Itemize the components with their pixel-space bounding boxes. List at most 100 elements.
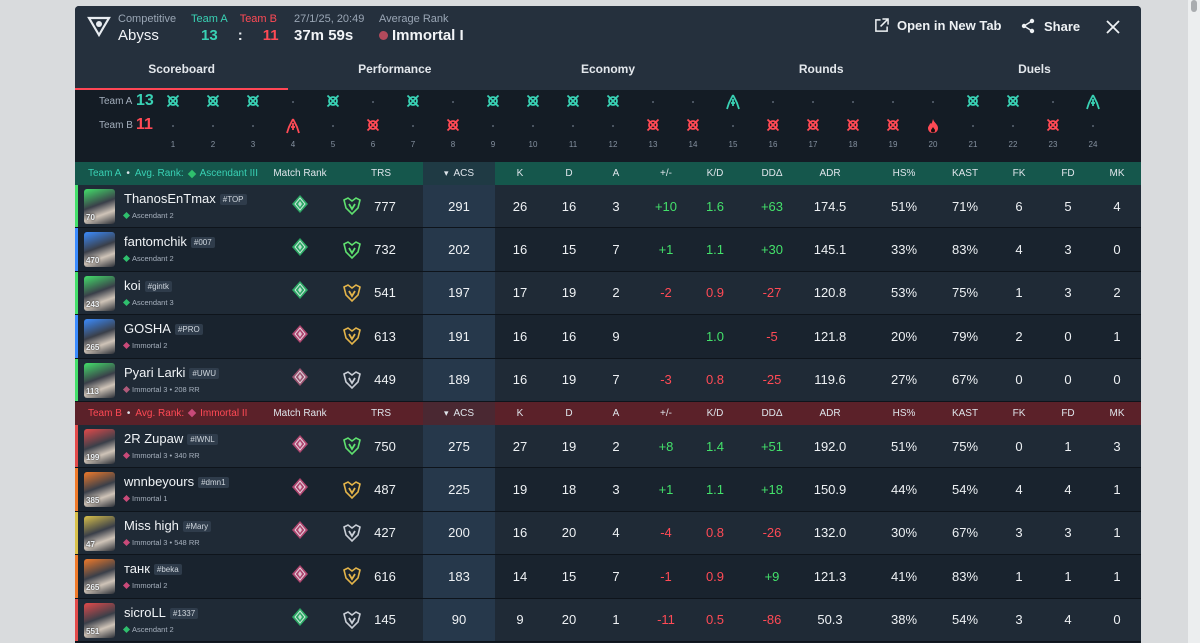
column-header-trs[interactable]: TRS xyxy=(341,402,421,425)
column-header-kd[interactable]: K/D xyxy=(675,402,755,425)
player-row[interactable]: 551 sicroLL #1337 Ascendant 2 145 90 9 20 1 -11 0.… xyxy=(75,598,1141,642)
round-3-result-elim-icon[interactable] xyxy=(243,94,263,113)
round-4-result-defuse-icon[interactable] xyxy=(283,118,303,139)
close-icon[interactable] xyxy=(1106,20,1120,34)
column-header-acs[interactable]: ▾ ACS xyxy=(419,162,499,185)
player-row[interactable]: 265 танк #beka Immortal 2 616 183 14 15 7 -1 0.9 +9… xyxy=(75,555,1141,599)
column-header-d[interactable]: D xyxy=(529,162,609,185)
share-button[interactable]: Share xyxy=(1020,18,1080,34)
round-2-result-elim-icon[interactable] xyxy=(203,94,223,113)
column-header-fd[interactable]: FD xyxy=(1028,162,1108,185)
agent-avatar[interactable] xyxy=(84,515,115,551)
column-header-d[interactable]: D xyxy=(529,402,609,425)
round-23-result-elim-icon[interactable] xyxy=(1043,118,1063,137)
player-name[interactable]: Miss high #Mary xyxy=(124,518,212,533)
page-scrollbar[interactable] xyxy=(1188,0,1200,643)
open-new-tab-button[interactable]: Open in New Tab xyxy=(874,18,1002,33)
column-header-a[interactable]: A xyxy=(576,162,656,185)
round-19-result-elim-icon[interactable] xyxy=(883,118,903,137)
round-7-result-elim-icon[interactable] xyxy=(403,94,423,113)
player-name[interactable]: 2R Zupaw #IWNL xyxy=(124,431,218,446)
round-21-result-elim-icon[interactable] xyxy=(963,94,983,113)
column-header-kast[interactable]: KAST xyxy=(925,162,1005,185)
tab-economy[interactable]: Economy xyxy=(581,62,636,76)
tab-duels[interactable]: Duels xyxy=(1018,62,1051,76)
column-header-fk[interactable]: FK xyxy=(979,402,1059,425)
column-header-adr[interactable]: ADR xyxy=(790,402,870,425)
round-18-result-elim-icon[interactable] xyxy=(843,118,863,137)
round-17-result-elim-icon[interactable] xyxy=(803,118,823,137)
player-name[interactable]: Pyari Larki #UWU xyxy=(124,365,219,380)
column-header-pm[interactable]: +/- xyxy=(626,162,706,185)
agent-avatar[interactable] xyxy=(84,319,115,355)
agent-avatar[interactable] xyxy=(84,472,115,508)
player-row[interactable]: 243 koi #gintk Ascendant 3 541 197 17 19 2 -2 0.9 -… xyxy=(75,271,1141,316)
column-header-hs[interactable]: HS% xyxy=(864,162,944,185)
column-header-mk[interactable]: MK xyxy=(1077,162,1141,185)
round-13-result-elim-icon[interactable] xyxy=(643,118,663,137)
round-22-result-elim-icon[interactable] xyxy=(1003,94,1023,113)
player-name[interactable]: ThanosEnTmax #TOP xyxy=(124,191,247,206)
scrollbar-thumb[interactable] xyxy=(1191,0,1197,12)
column-header-fd[interactable]: FD xyxy=(1028,402,1108,425)
column-header-k[interactable]: K xyxy=(480,402,560,425)
tab-performance[interactable]: Performance xyxy=(358,62,432,76)
round-5-result-elim-icon[interactable] xyxy=(323,94,343,113)
round-9-result-elim-icon[interactable] xyxy=(483,94,503,113)
column-header-trs[interactable]: TRS xyxy=(341,162,421,185)
tab-rounds[interactable]: Rounds xyxy=(798,62,844,76)
agent-avatar[interactable] xyxy=(84,189,115,224)
acs-column-highlight xyxy=(423,315,495,358)
player-name[interactable]: fantomchik #007 xyxy=(124,234,215,249)
column-header-kast[interactable]: KAST xyxy=(925,402,1005,425)
column-header-pm[interactable]: +/- xyxy=(626,402,706,425)
player-row[interactable]: 385 wnnbeyours #dmn1 Immortal 1 487 225 19 18 3 +… xyxy=(75,468,1141,512)
column-header-label: Match Rank xyxy=(273,407,327,419)
round-1-result-elim-icon[interactable] xyxy=(163,94,183,113)
round-11-result-elim-icon[interactable] xyxy=(563,94,583,113)
round-10-result-elim-icon[interactable] xyxy=(523,94,543,113)
player-row[interactable]: 470 fantomchik #007 Ascendant 2 732 202 16 15 7 +… xyxy=(75,228,1141,272)
column-header-mk[interactable]: MK xyxy=(1077,402,1141,425)
player-name[interactable]: sicroLL #1337 xyxy=(124,605,199,620)
round-16-result-elim-icon[interactable] xyxy=(763,118,783,137)
column-header-dd[interactable]: DDΔ xyxy=(732,402,812,425)
column-header-fk[interactable]: FK xyxy=(979,162,1059,185)
cell-d: 16 xyxy=(529,315,609,357)
agent-avatar[interactable] xyxy=(84,275,115,311)
round-14-result-elim-icon[interactable] xyxy=(683,118,703,137)
round-20-result-detonate-icon[interactable] xyxy=(923,118,943,139)
column-header-hs[interactable]: HS% xyxy=(864,402,944,425)
player-name[interactable]: koi #gintk xyxy=(124,278,172,293)
player-row[interactable]: 70 ThanosEnTmax #TOP Ascendant 2 777 291 26 16 3… xyxy=(75,185,1141,229)
agent-avatar[interactable] xyxy=(84,232,115,268)
player-row[interactable]: 265 GOSHA #PRO Immortal 2 613 191 16 16 9 1.0 -5 12… xyxy=(75,315,1141,359)
column-header-adr[interactable]: ADR xyxy=(790,162,870,185)
column-header-a[interactable]: A xyxy=(576,402,656,425)
tab-scoreboard[interactable]: Scoreboard xyxy=(75,56,289,90)
round-12-result-elim-icon[interactable] xyxy=(603,94,623,113)
agent-avatar[interactable] xyxy=(84,559,115,595)
player-row[interactable]: 47 Miss high #Mary Immortal 3 • 548 RR 427 20… xyxy=(75,511,1141,556)
acs-value: 183 xyxy=(448,568,470,584)
cell-mk: 2 xyxy=(1077,272,1141,314)
player-row[interactable]: 113 Pyari Larki #UWU Immortal 3 • 208 RR 449… xyxy=(75,358,1141,402)
agent-avatar[interactable] xyxy=(84,362,115,398)
round-6-result-elim-icon[interactable] xyxy=(363,118,383,137)
column-header-mr[interactable]: Match Rank xyxy=(260,402,340,425)
agent-avatar[interactable] xyxy=(84,602,115,638)
column-header-k[interactable]: K xyxy=(480,162,560,185)
player-name[interactable]: wnnbeyours #dmn1 xyxy=(124,474,229,489)
player-name[interactable]: танк #beka xyxy=(124,561,182,576)
round-24-result-defuse-icon[interactable] xyxy=(1083,94,1103,115)
column-header-label: Match Rank xyxy=(273,168,327,179)
column-header-dd[interactable]: DDΔ xyxy=(732,162,812,185)
player-name[interactable]: GOSHA #PRO xyxy=(124,321,203,336)
round-15-result-defuse-icon[interactable] xyxy=(723,94,743,115)
agent-avatar[interactable] xyxy=(84,428,115,464)
player-row[interactable]: 199 2R Zupaw #IWNL Immortal 3 • 340 RR 750 27… xyxy=(75,424,1141,469)
column-header-mr[interactable]: Match Rank xyxy=(260,162,340,185)
round-8-result-elim-icon[interactable] xyxy=(443,118,463,137)
column-header-kd[interactable]: K/D xyxy=(675,162,755,185)
column-header-acs[interactable]: ▾ ACS xyxy=(419,402,499,425)
